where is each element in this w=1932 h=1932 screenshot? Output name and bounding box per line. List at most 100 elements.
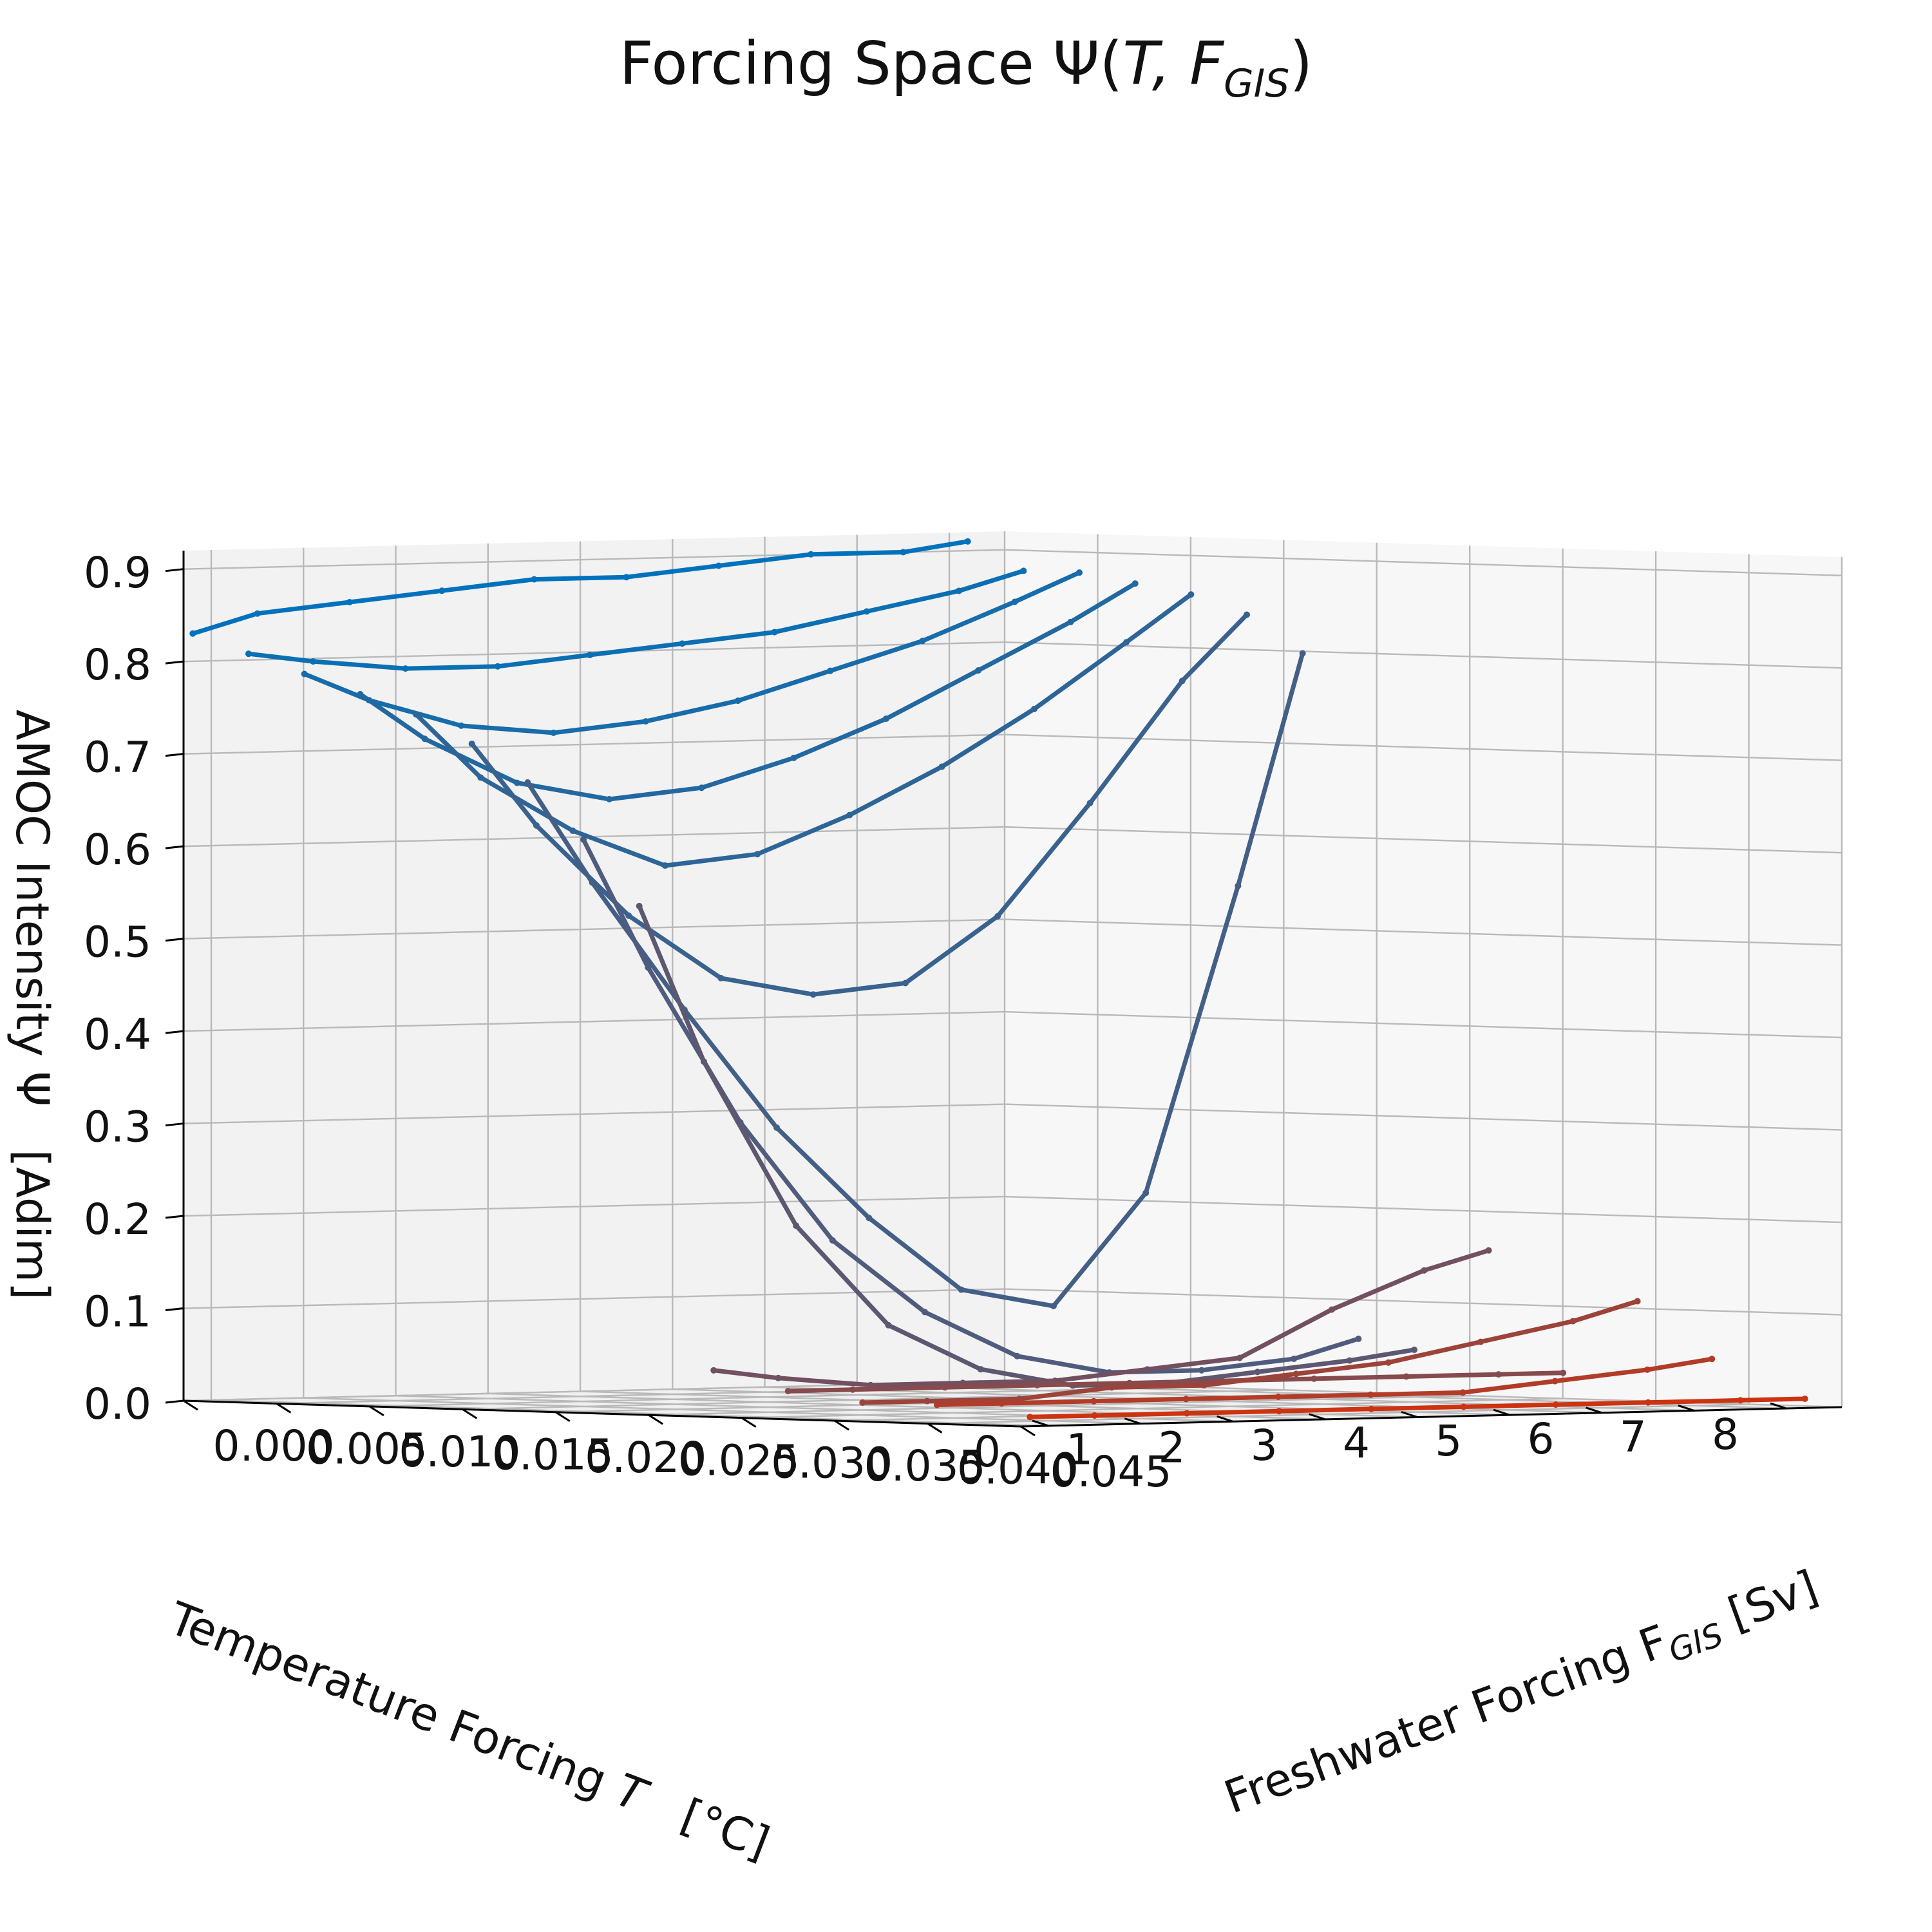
y-tick-label: 0.035 bbox=[864, 1441, 986, 1491]
series-line bbox=[1027, 1396, 1808, 1419]
data-point bbox=[1368, 1405, 1375, 1412]
x-axis-label-prefix: Temperature Forcing bbox=[162, 1591, 628, 1812]
data-series bbox=[412, 591, 1195, 869]
data-point bbox=[1737, 1397, 1744, 1404]
y-tick-label: 0.015 bbox=[492, 1430, 614, 1479]
z-axis-label: AMOC Intensity Ψ [Adim] bbox=[6, 710, 59, 1300]
data-point bbox=[790, 754, 797, 761]
series-line bbox=[357, 581, 1138, 802]
y-tick-label: 0.000 bbox=[213, 1421, 335, 1471]
data-point bbox=[1027, 1414, 1034, 1421]
data-point bbox=[859, 1399, 866, 1406]
z-tick-mark bbox=[165, 1122, 184, 1127]
y-tick-label: 0.020 bbox=[585, 1433, 706, 1482]
data-point bbox=[254, 610, 261, 617]
data-point bbox=[773, 1124, 781, 1132]
data-point bbox=[827, 667, 834, 674]
data-point bbox=[1403, 1373, 1410, 1380]
data-point bbox=[569, 828, 576, 835]
data-point bbox=[1132, 580, 1139, 587]
data-point bbox=[1086, 800, 1094, 807]
data-point bbox=[1016, 1396, 1023, 1403]
z-tick-label: 0.4 bbox=[84, 1010, 151, 1059]
z-tick-mark bbox=[165, 1215, 184, 1219]
data-point bbox=[1276, 1408, 1283, 1415]
grid-line-z-left-wall bbox=[183, 641, 1005, 663]
data-point bbox=[421, 735, 428, 743]
data-point bbox=[587, 652, 594, 659]
data-point bbox=[938, 763, 945, 770]
y-tick-mark bbox=[1020, 1425, 1036, 1437]
tick-labels: 0 1 2 3 4 5 6 7 80.0000.0050.0100.0150.0200.0250… bbox=[84, 548, 1739, 1497]
data-point bbox=[900, 549, 907, 556]
z-tick-mark bbox=[165, 753, 184, 757]
data-series bbox=[933, 1356, 1716, 1408]
chart-title-separator: , F bbox=[1152, 29, 1224, 98]
data-point bbox=[1477, 1338, 1484, 1345]
data-series bbox=[710, 1247, 1492, 1388]
data-point bbox=[402, 665, 409, 672]
data-point bbox=[775, 1374, 782, 1381]
x-tick-label: 6 bbox=[1528, 1414, 1555, 1464]
data-point bbox=[1385, 1359, 1392, 1366]
data-point bbox=[661, 862, 668, 869]
data-point bbox=[1643, 1366, 1651, 1373]
data-point bbox=[1367, 1391, 1374, 1398]
data-series bbox=[1027, 1396, 1808, 1421]
data-point bbox=[810, 991, 817, 998]
grid-line-f-floor bbox=[927, 1403, 1749, 1425]
data-point bbox=[1050, 1302, 1057, 1309]
data-point bbox=[902, 980, 909, 987]
data-point bbox=[1634, 1298, 1641, 1305]
data-point bbox=[1142, 1189, 1150, 1197]
data-point bbox=[1346, 1357, 1353, 1364]
data-point bbox=[734, 697, 741, 705]
grid-line-z-right-wall bbox=[1004, 1103, 1842, 1131]
data-point bbox=[245, 650, 252, 658]
y-tick-mark bbox=[741, 1417, 757, 1428]
data-point bbox=[1560, 1369, 1567, 1376]
data-point bbox=[357, 690, 364, 697]
data-point bbox=[1552, 1401, 1559, 1408]
data-point bbox=[784, 1388, 791, 1395]
x-tick-label: 5 bbox=[1435, 1416, 1462, 1466]
grid-line-f-floor bbox=[741, 1397, 1563, 1419]
z-tick-mark bbox=[165, 845, 184, 849]
data-point bbox=[458, 722, 465, 729]
data-point bbox=[1198, 1367, 1205, 1374]
data-point bbox=[964, 538, 971, 545]
x-tick-label: 2 bbox=[1158, 1423, 1185, 1472]
data-point bbox=[698, 784, 705, 791]
z-tick-label: 0.8 bbox=[84, 640, 151, 690]
data-point bbox=[1030, 706, 1037, 713]
series-line bbox=[190, 539, 971, 636]
data-point bbox=[1551, 1378, 1558, 1385]
y-tick-label: 0.025 bbox=[678, 1435, 800, 1485]
t-axis-line bbox=[1020, 1406, 1842, 1428]
x-axis-label-unit: [°C] bbox=[634, 1773, 777, 1870]
grid-line-z-right-wall bbox=[1004, 826, 1842, 854]
data-point bbox=[477, 774, 484, 781]
x-tick-label: 8 bbox=[1712, 1410, 1739, 1459]
data-point bbox=[531, 576, 538, 583]
data-point bbox=[923, 1397, 931, 1405]
back-right-pane bbox=[1005, 531, 1842, 1407]
data-point bbox=[1645, 1399, 1652, 1406]
data-point bbox=[754, 851, 761, 858]
data-point bbox=[715, 562, 722, 569]
x-tick-label: 3 bbox=[1251, 1421, 1278, 1470]
data-point bbox=[998, 1400, 1005, 1407]
z-tick-label: 0.5 bbox=[84, 918, 151, 967]
z-tick-label: 0.7 bbox=[84, 733, 151, 782]
data-point bbox=[679, 640, 686, 647]
data-point bbox=[494, 663, 501, 670]
y-axis-label: Freshwater Forcing FGIS [Sv] bbox=[1218, 1560, 1827, 1830]
data-point bbox=[645, 964, 652, 971]
grid-line-z-right-wall bbox=[1004, 1195, 1842, 1224]
data-point bbox=[301, 670, 308, 677]
z-tick-label: 0.6 bbox=[84, 825, 151, 875]
data-point bbox=[1293, 1370, 1300, 1378]
x-tick-label: 1 bbox=[1066, 1425, 1093, 1475]
series-line bbox=[934, 1356, 1714, 1407]
y-tick-label: 0.005 bbox=[306, 1425, 428, 1474]
